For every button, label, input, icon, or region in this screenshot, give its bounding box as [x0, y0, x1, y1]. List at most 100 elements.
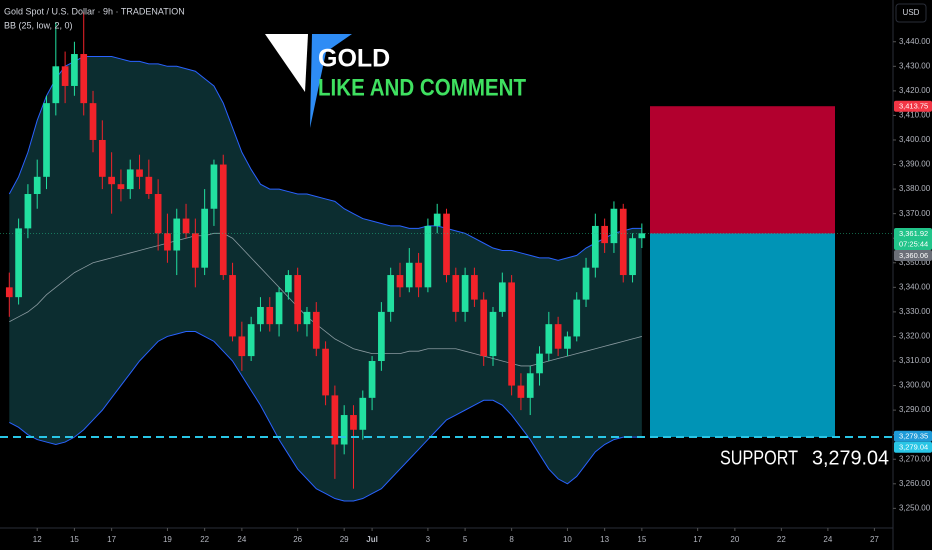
x-tick-label: 3 [426, 535, 431, 544]
candle-body [210, 164, 218, 209]
x-tick-label: 27 [870, 535, 879, 544]
candle-body [424, 225, 432, 288]
candle-body [610, 208, 618, 244]
candle-body [340, 415, 348, 445]
price-tag [894, 430, 932, 442]
x-tick-label: 17 [107, 535, 116, 544]
candle-body [554, 324, 562, 349]
x-tick-label: 12 [33, 535, 42, 544]
candle-body [638, 233, 646, 239]
price-tag-label: 3,361.92 [899, 229, 928, 238]
candle-body [517, 385, 525, 398]
candle-body [433, 213, 441, 226]
candle-body [443, 213, 450, 276]
indicator-label: BB (25, low, 2, 0) [4, 20, 73, 30]
candle-body [257, 306, 264, 325]
candle-body [359, 397, 367, 430]
candle-body [285, 275, 292, 293]
candle-body [405, 262, 413, 288]
candle-body [117, 184, 125, 190]
y-tick-label: 3,310.00 [899, 356, 931, 365]
price-tag-label: 3,279.35 [899, 432, 928, 441]
y-tick-label: 3,390.00 [899, 160, 931, 169]
candle-body [126, 169, 134, 190]
candle-body [396, 275, 404, 288]
candle-body [5, 287, 13, 298]
y-tick-label: 3,290.00 [899, 405, 931, 414]
candle-body [471, 275, 478, 300]
price-tag-label: 3,360.06 [899, 251, 928, 260]
y-tick-label: 3,260.00 [899, 479, 931, 488]
candle-body [98, 139, 106, 177]
y-tick-label: 3,320.00 [899, 332, 931, 341]
candle-body [275, 292, 283, 325]
x-tick-label: 10 [563, 535, 572, 544]
candle-body [415, 262, 422, 288]
candle-body [619, 208, 627, 276]
x-tick-label: 20 [730, 535, 739, 544]
y-tick-label: 3,400.00 [899, 135, 931, 144]
candle-body [303, 311, 311, 325]
y-tick-label: 3,380.00 [899, 184, 931, 193]
candle-body [247, 324, 255, 357]
candle-body [266, 306, 274, 325]
candle-body [136, 169, 143, 177]
logo-white-wing [265, 34, 308, 92]
support-value: 3,279.04 [812, 447, 889, 469]
target-zone [650, 233, 835, 438]
x-tick-label: 24 [823, 535, 832, 544]
price-tag [894, 100, 932, 112]
y-tick-label: 3,430.00 [899, 61, 931, 70]
plot-area [0, 12, 893, 502]
price-tag-label: 3,413.75 [899, 101, 928, 110]
candle-body [452, 275, 460, 312]
y-tick-label: 3,330.00 [899, 307, 931, 316]
candle-body [526, 373, 534, 398]
logo-title: GOLD [318, 45, 390, 73]
candle-body [43, 103, 50, 177]
lower-band [9, 331, 642, 502]
price-tag [894, 249, 932, 261]
candle-body [498, 282, 506, 312]
candle-body [545, 324, 553, 354]
candle-body [564, 336, 571, 349]
candle-body [173, 218, 181, 251]
candle-body [33, 176, 41, 195]
candle-body [164, 233, 171, 251]
price-tag [894, 227, 932, 250]
y-tick-label: 3,250.00 [899, 503, 931, 512]
x-tick-label: 15 [70, 535, 79, 544]
currency-label[interactable]: USD [903, 8, 920, 17]
countdown-label: 07:25:44 [899, 239, 928, 248]
y-tick-label: 3,420.00 [899, 86, 931, 95]
logo-blue-wing [310, 34, 352, 128]
candle-body [573, 299, 581, 337]
x-tick-label: Jul [366, 535, 378, 544]
candle-body [591, 225, 599, 268]
x-tick-label: 24 [237, 535, 246, 544]
candle-body [61, 66, 69, 86]
y-tick-label: 3,300.00 [899, 381, 931, 390]
candle-body [24, 194, 32, 229]
y-tick-label: 3,340.00 [899, 282, 931, 291]
candle-body [387, 275, 395, 312]
candle-body [201, 208, 208, 268]
candle-body [294, 275, 302, 325]
candle-body [629, 238, 636, 276]
candle-body [191, 233, 199, 268]
x-tick-label: 5 [463, 535, 468, 544]
candle-body [182, 218, 190, 234]
symbol-title: Gold Spot / U.S. Dollar · 9h · TRADENATI… [4, 6, 185, 16]
x-tick-label: 13 [600, 535, 609, 544]
y-tick-label: 3,350.00 [899, 258, 931, 267]
stop-zone [650, 106, 835, 234]
candle-body [601, 225, 608, 244]
currency-button[interactable] [895, 3, 927, 23]
support-text: SUPPORT [720, 447, 798, 469]
candle-body [52, 66, 60, 104]
x-tick-label: 22 [200, 535, 209, 544]
candle-body [71, 54, 78, 86]
candle-body [582, 267, 590, 300]
